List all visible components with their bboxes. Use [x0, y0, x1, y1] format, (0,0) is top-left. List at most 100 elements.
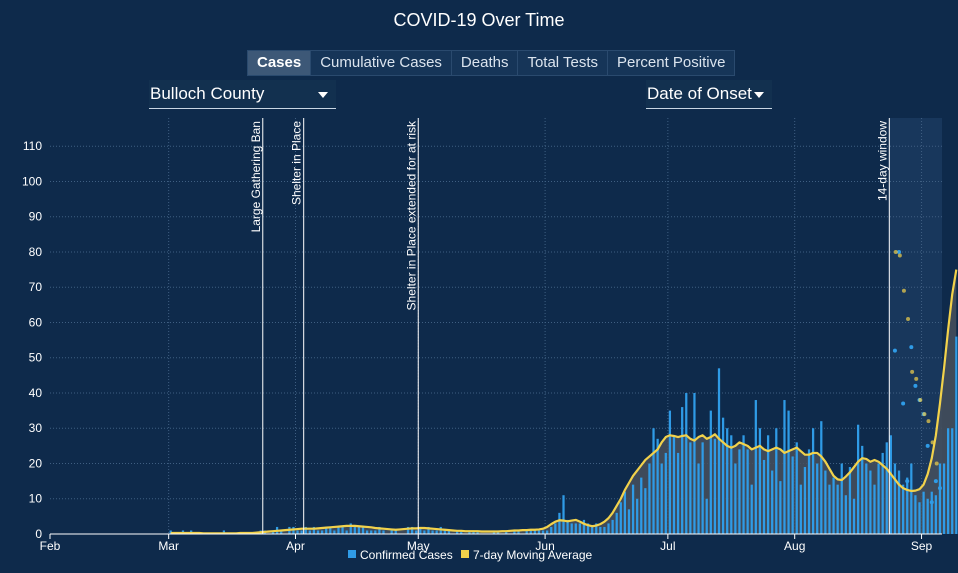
case-bar — [816, 463, 819, 534]
case-bar — [828, 484, 831, 534]
y-tick-label: 60 — [29, 315, 43, 329]
legend-swatch-average — [461, 550, 469, 558]
estimated-average-dot — [926, 419, 931, 424]
case-bar — [316, 530, 320, 534]
case-bar — [709, 410, 712, 534]
case-bar — [550, 526, 553, 534]
case-bar — [353, 526, 356, 534]
case-bar — [603, 526, 606, 534]
tab-deaths[interactable]: Deaths — [452, 51, 519, 75]
case-bar — [771, 470, 774, 534]
case-bar — [713, 438, 717, 534]
case-bar — [554, 523, 557, 534]
county-select[interactable]: Bulloch County — [149, 80, 336, 109]
case-bar — [631, 484, 635, 534]
case-bar — [721, 417, 725, 534]
case-bar — [885, 442, 888, 534]
case-bar — [672, 435, 676, 534]
case-bar — [623, 491, 627, 534]
case-bar — [726, 428, 729, 534]
case-bar — [742, 435, 745, 534]
case-bar — [799, 484, 802, 534]
case-bar — [922, 491, 925, 534]
case-bar — [378, 526, 381, 534]
case-bar — [410, 526, 414, 534]
case-bar — [582, 519, 586, 534]
chevron-down-icon — [318, 92, 328, 98]
case-bar — [779, 481, 782, 534]
case-bar — [681, 407, 684, 534]
estimated-case-dot — [901, 401, 906, 406]
case-bar — [370, 530, 373, 534]
date-type-select[interactable]: Date of Onset — [646, 80, 772, 109]
estimated-case-dot — [929, 500, 934, 505]
tab-cumulative-cases[interactable]: Cumulative Cases — [311, 51, 452, 75]
page-title: COVID-19 Over Time — [393, 10, 565, 30]
case-bar — [615, 512, 618, 534]
y-tick-label: 30 — [29, 421, 43, 435]
case-bar — [308, 530, 311, 534]
case-bar — [881, 452, 884, 534]
case-bar — [325, 526, 328, 534]
event-label: Shelter in Place extended for at risk — [404, 120, 418, 310]
case-bar — [591, 526, 594, 534]
case-bar — [566, 519, 569, 534]
tab-total-tests[interactable]: Total Tests — [518, 51, 609, 75]
case-bar — [795, 442, 798, 534]
case-bar — [349, 523, 352, 534]
estimated-average-dot — [901, 288, 906, 293]
x-tick-label: Jun — [535, 539, 554, 553]
case-bar — [619, 502, 622, 534]
case-bar — [910, 463, 913, 534]
case-bar — [423, 530, 426, 534]
case-bar — [419, 526, 422, 534]
estimated-case-dot — [933, 479, 938, 484]
case-bar — [758, 428, 762, 534]
case-bar — [668, 410, 672, 534]
legend-label-average: 7-day Moving Average — [473, 548, 593, 562]
legend-label-cases: Confirmed Cases — [360, 548, 453, 562]
case-bar — [447, 530, 451, 534]
case-bar — [930, 491, 933, 534]
case-bar — [460, 530, 463, 534]
x-tick-label: Aug — [784, 539, 805, 553]
case-bar — [926, 498, 929, 534]
case-bar — [595, 523, 598, 534]
case-bar — [280, 530, 283, 534]
estimated-average-dot — [914, 376, 919, 381]
case-bar — [333, 530, 336, 534]
case-bar — [312, 526, 316, 534]
case-bar — [701, 442, 704, 534]
x-tick-label: Mar — [158, 539, 179, 553]
event-label: 14-day window — [875, 121, 889, 201]
case-bar — [889, 435, 892, 534]
case-bar — [513, 530, 516, 534]
y-tick-label: 80 — [29, 245, 43, 259]
county-select-value: Bulloch County — [150, 84, 265, 103]
y-tick-label: 40 — [29, 386, 43, 400]
case-bar — [844, 495, 847, 534]
case-bar — [525, 530, 528, 534]
case-bar — [689, 442, 692, 534]
case-bar — [803, 467, 807, 534]
y-tick-label: 100 — [22, 174, 42, 188]
case-bar — [296, 530, 299, 534]
x-tick-label: Feb — [40, 539, 61, 553]
case-bar — [374, 530, 377, 534]
case-bar — [865, 463, 868, 534]
estimated-average-dot — [906, 316, 911, 321]
case-bar — [869, 470, 872, 534]
case-bar — [644, 488, 647, 534]
case-bar — [365, 530, 369, 534]
case-bar — [877, 463, 880, 534]
estimated-average-dot — [918, 398, 923, 403]
estimated-average-dot — [897, 253, 902, 258]
case-bar — [746, 449, 749, 534]
tab-cases[interactable]: Cases — [248, 51, 312, 75]
tab-percent-positive[interactable]: Percent Positive — [617, 54, 726, 71]
case-bar — [807, 449, 811, 534]
event-label: Large Gathering Ban — [249, 121, 263, 232]
y-tick-label: 70 — [29, 280, 43, 294]
case-bar — [443, 530, 446, 534]
